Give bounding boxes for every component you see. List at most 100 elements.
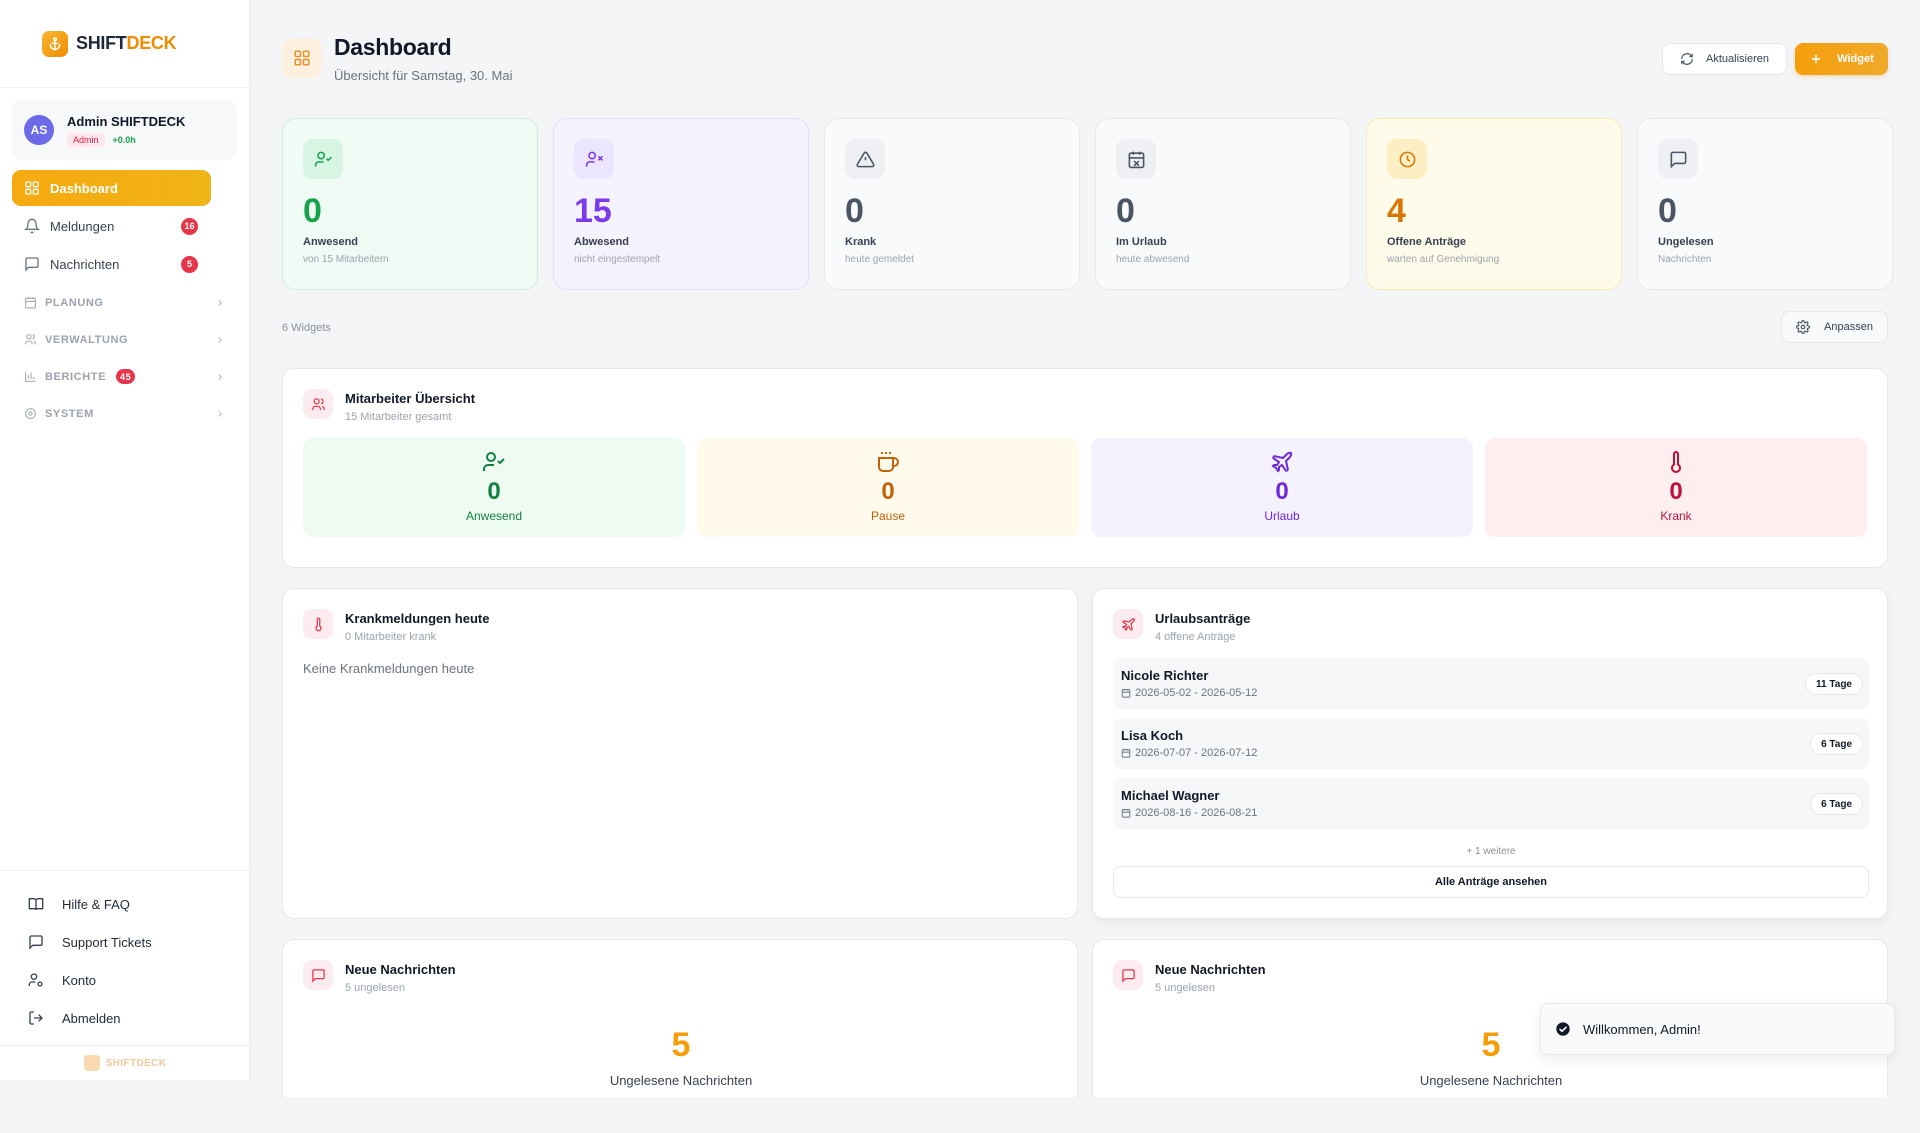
clock-icon: [1387, 139, 1427, 179]
add-widget-button[interactable]: Widget: [1795, 43, 1888, 75]
stat-sub: nicht eingestempelt: [574, 254, 661, 265]
stats-row: 0 Anwesend von 15 Mitarbeitern 15 Abwese…: [282, 118, 1893, 290]
plane-icon: [1113, 609, 1143, 639]
widget-label: Widget: [1837, 53, 1874, 65]
user-check-icon: [483, 452, 505, 471]
message-icon: [29, 935, 43, 950]
users-icon: [303, 389, 333, 419]
refresh-icon: [1681, 53, 1693, 65]
nav-group-berichte[interactable]: BERICHTE 45: [12, 358, 237, 395]
page-subtitle: Übersicht für Samstag, 30. Mai: [334, 68, 513, 83]
book-icon: [28, 898, 44, 911]
days-badge: 6 Tage: [1810, 793, 1863, 815]
chevron-right-icon: [218, 299, 222, 306]
nav-group-planung[interactable]: PLANUNG: [12, 284, 237, 321]
sidebar-item-label: Support Tickets: [62, 934, 152, 950]
gear-icon: [1796, 320, 1810, 334]
grid-icon: [282, 38, 322, 78]
sick-today-widget: Krankmeldungen heute 0 Mitarbeiter krank…: [282, 588, 1078, 919]
tile-break[interactable]: 0 Pause: [697, 438, 1079, 537]
stat-sub: warten auf Genehmigung: [1387, 254, 1500, 265]
tile-sick[interactable]: 0 Krank: [1485, 438, 1867, 537]
unread-count: 5: [671, 1026, 691, 1064]
stat-label: Ungelesen: [1658, 236, 1714, 248]
grid-icon: [25, 181, 39, 195]
users-icon: [25, 334, 36, 345]
widget-count: 6 Widgets: [282, 322, 331, 334]
nav-group-verwaltung[interactable]: VERWALTUNG: [12, 321, 237, 358]
stat-card-absent[interactable]: 15 Abwesend nicht eingestempelt: [553, 118, 809, 290]
sidebar-footer: SHIFTDECK: [0, 1045, 250, 1080]
widget-title: Krankmeldungen heute: [345, 611, 490, 626]
user-card[interactable]: AS Admin SHIFTDECK Admin +0.0h: [12, 100, 237, 160]
tile-vacation[interactable]: 0 Urlaub: [1091, 438, 1473, 537]
footer-brand: SHIFTDECK: [105, 1057, 167, 1069]
list-item[interactable]: Michael Wagner 2026-08-16 - 2026-08-21 6…: [1113, 778, 1869, 829]
check-circle-icon: [1556, 1022, 1570, 1036]
chevron-right-icon: [218, 373, 222, 380]
request-employee: Lisa Koch: [1121, 728, 1184, 743]
logo[interactable]: SHIFTDECK: [0, 0, 249, 88]
user-x-icon: [574, 139, 614, 179]
calendar-icon: [1121, 748, 1131, 758]
sidebar-item-nachrichten[interactable]: Nachrichten 5: [12, 246, 237, 282]
tile-present[interactable]: 0 Anwesend: [303, 438, 685, 537]
anchor-icon: [83, 1055, 100, 1071]
welcome-toast[interactable]: Willkommen, Admin!: [1540, 1003, 1895, 1055]
stat-card-present[interactable]: 0 Anwesend von 15 Mitarbeitern: [282, 118, 538, 290]
stat-value: 15: [574, 192, 612, 230]
message-icon: [1113, 960, 1143, 990]
calendar-icon: [1121, 688, 1131, 698]
employee-overview-widget: Mitarbeiter Übersicht 15 Mitarbeiter ges…: [282, 368, 1888, 568]
list-item[interactable]: Nicole Richter 2026-05-02 - 2026-05-12 1…: [1113, 658, 1869, 709]
request-range: 2026-08-16 - 2026-08-21: [1135, 807, 1258, 819]
stat-card-vacation[interactable]: 0 Im Urlaub heute abwesend: [1095, 118, 1351, 290]
sidebar-item-support[interactable]: Support Tickets: [0, 923, 250, 961]
message-badge: 5: [181, 255, 198, 273]
notification-badge: 16: [181, 217, 198, 235]
message-icon: [303, 960, 333, 990]
warning-icon: [845, 139, 885, 179]
unread-label: Ungelesene Nachrichten: [609, 1073, 753, 1088]
customize-button[interactable]: Anpassen: [1781, 311, 1888, 343]
plane-icon: [1271, 451, 1293, 473]
nav-group-system[interactable]: SYSTEM: [12, 395, 237, 432]
bell-icon: [24, 218, 40, 234]
stat-label: Im Urlaub: [1116, 236, 1167, 248]
customize-label: Anpassen: [1824, 321, 1873, 333]
widgets-toolbar: 6 Widgets Anpassen: [282, 290, 1888, 368]
stat-sub: heute abwesend: [1116, 254, 1190, 265]
sidebar-item-dashboard[interactable]: Dashboard: [12, 170, 211, 206]
stat-card-open-requests[interactable]: 4 Offene Anträge warten auf Genehmigung: [1366, 118, 1622, 290]
widget-title: Mitarbeiter Übersicht: [345, 391, 476, 406]
hours-balance: +0.0h: [112, 134, 136, 145]
request-employee: Nicole Richter: [1121, 668, 1209, 683]
sidebar-item-help[interactable]: Hilfe & FAQ: [0, 885, 250, 923]
stat-label: Abwesend: [574, 236, 630, 248]
logo-text: SHIFTDECK: [76, 33, 177, 53]
page-title: Dashboard: [334, 34, 452, 60]
list-item[interactable]: Lisa Koch 2026-07-07 - 2026-07-12 6 Tage: [1113, 718, 1869, 769]
widget-subtitle: 5 ungelesen: [1155, 982, 1215, 994]
stat-card-sick[interactable]: 0 Krank heute gemeldet: [824, 118, 1080, 290]
sidebar-item-meldungen[interactable]: Meldungen 16: [12, 208, 237, 244]
stat-label: Offene Anträge: [1387, 236, 1467, 248]
sidebar-bottom: Hilfe & FAQ Support Tickets Konto Abmeld…: [0, 870, 250, 1037]
stat-card-unread[interactable]: 0 Ungelesen Nachrichten: [1637, 118, 1893, 290]
stat-sub: Nachrichten: [1658, 254, 1712, 265]
view-all-requests-button[interactable]: Alle Anträge ansehen: [1113, 866, 1869, 898]
stat-value: 0: [303, 192, 322, 230]
user-name: Admin SHIFTDECK: [67, 113, 186, 129]
unread-count: 5: [1481, 1026, 1501, 1064]
sidebar-item-logout[interactable]: Abmelden: [0, 999, 250, 1037]
widget-subtitle: 15 Mitarbeiter gesamt: [345, 411, 452, 423]
stat-label: Anwesend: [303, 236, 359, 248]
main-content: Dashboard Übersicht für Samstag, 30. Mai…: [282, 0, 1893, 1119]
widget-title: Neue Nachrichten: [345, 962, 456, 977]
avatar: AS: [24, 115, 54, 145]
tile-label: Anwesend: [465, 509, 523, 523]
request-range: 2026-05-02 - 2026-05-12: [1135, 687, 1258, 699]
sidebar-item-account[interactable]: Konto: [0, 961, 250, 999]
user-check-icon: [303, 139, 343, 179]
refresh-button[interactable]: Aktualisieren: [1662, 43, 1787, 75]
